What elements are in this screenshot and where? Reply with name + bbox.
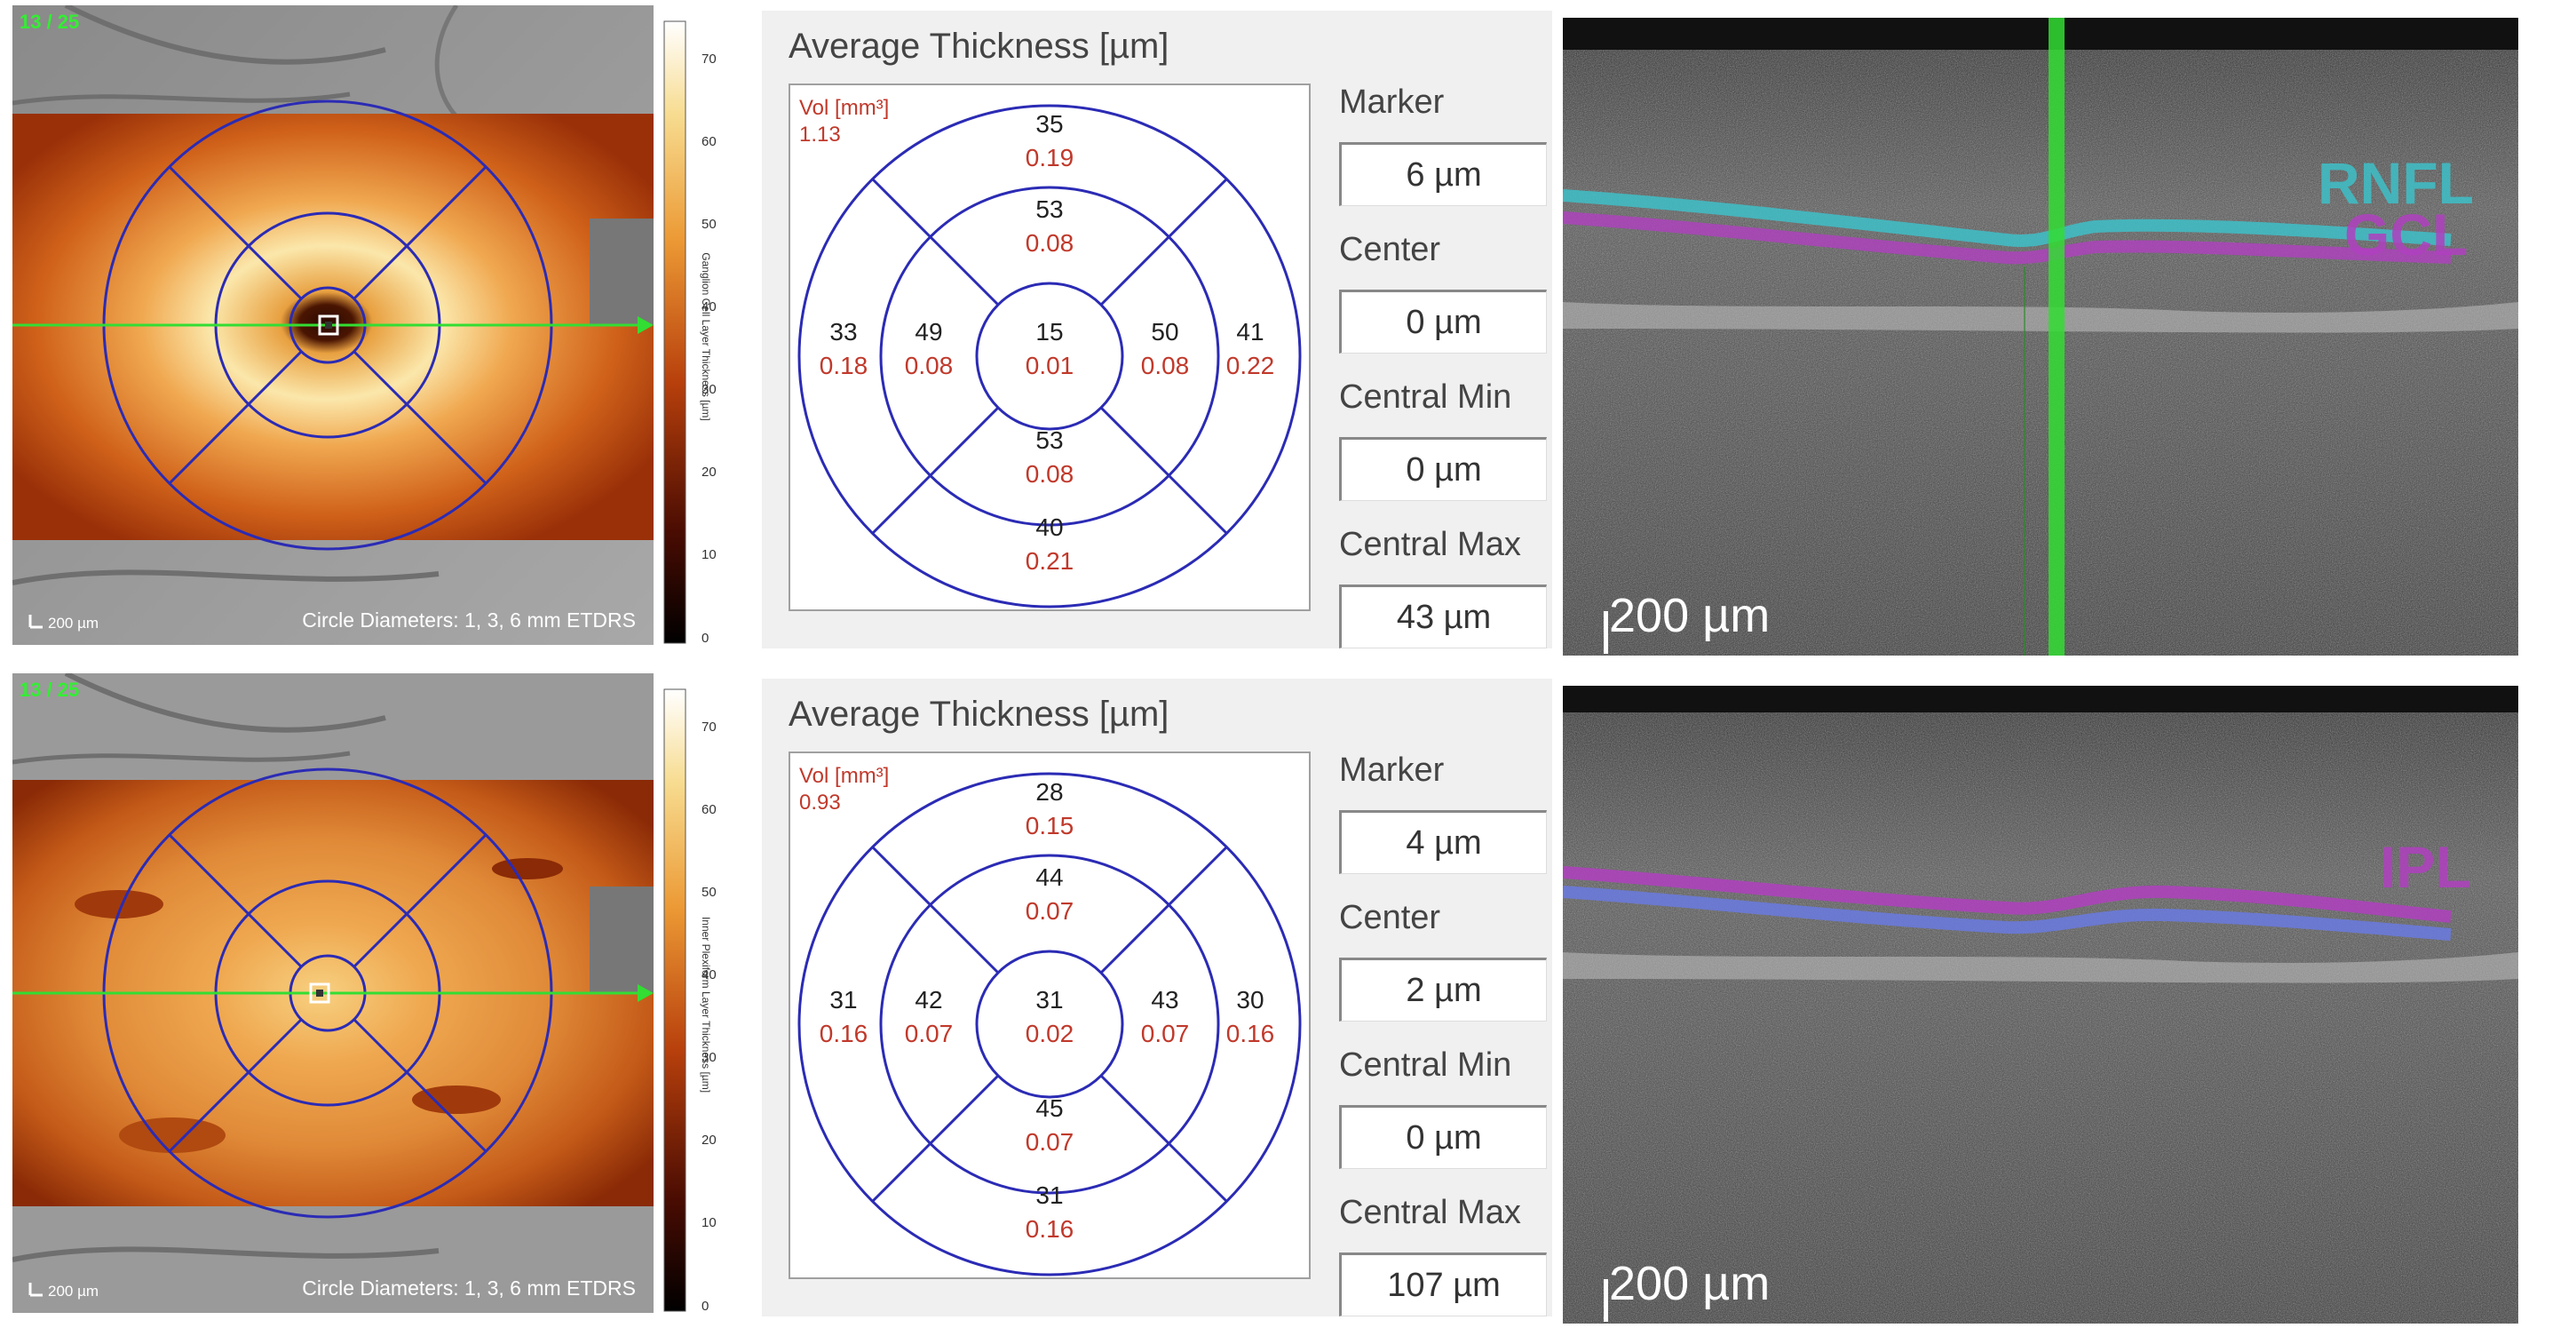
sector-outer-right-thickness: 41 [1236,318,1264,346]
colorbar-tick: 10 [701,1215,717,1230]
sector-outer-left-volume: 0.16 [819,1020,868,1047]
oct-layer-label-gcl: GCL [2344,202,2469,267]
scan-counter: 13 / 25 [20,11,80,33]
central-max-value: 43 µm [1339,584,1547,648]
volume-label: Vol [mm³] [799,96,890,120]
oct-bscan[interactable]: IPL 200 µm [1563,686,2518,1324]
thickness-panel: Average Thickness [µm] Vol [mm³] [762,679,1552,1316]
sector-outer-right-volume: 0.16 [1225,1020,1275,1047]
colorbar-label: Inner Plexiform Layer Thickness [µm] [700,916,712,1093]
central-min-value: 0 µm [1339,437,1547,501]
sector-outer-right-thickness: 30 [1236,986,1264,1014]
total-volume: 0.93 [799,791,841,815]
volume-label: Vol [mm³] [799,764,890,788]
sector-outer-top-volume: 0.15 [1025,812,1074,839]
center-label: Center [1339,899,1441,936]
sector-outer-left-thickness: 31 [829,986,858,1014]
colorbar-tick: 20 [701,465,717,480]
center-label: Center [1339,231,1441,268]
colorbar-tick: 0 [701,631,709,646]
colorbar-tick: 20 [701,1133,717,1148]
colorbar-tick: 70 [701,720,717,735]
oct-layer-label-rnfl: RNFL [2318,150,2474,216]
center-value: 0 µm [1339,290,1547,354]
sector-inner-top-thickness: 44 [1035,863,1064,891]
sector-outer-right-volume: 0.22 [1225,352,1275,379]
circle-diameters-label: Circle Diameters: 1, 3, 6 mm ETDRS [302,1276,636,1300]
central-min-label: Central Min [1339,378,1512,416]
sector-inner-bottom-volume: 0.08 [1025,460,1074,488]
sector-inner-top-thickness: 53 [1035,195,1064,223]
sector-inner-top-volume: 0.08 [1025,229,1074,257]
marker-label: Marker [1339,83,1445,121]
colorbar-tick: 40 [701,299,717,314]
central-min-value: 0 µm [1339,1105,1547,1169]
sector-inner-bottom-volume: 0.07 [1025,1128,1074,1156]
sector-outer-left-thickness: 33 [829,318,858,346]
analysis-row-1: 13 / 25 200 µm Circle Diameters: 1, 3, 6… [0,0,2576,656]
thickness-colorbar: 70 60 50 40 30 20 10 0 Ganglion Cell Lay… [662,18,735,648]
sector-inner-bottom-thickness: 45 [1035,1094,1064,1122]
panel-title: Average Thickness [µm] [789,27,1169,66]
sector-outer-bottom-volume: 0.16 [1025,1215,1074,1243]
oct-scale-label: 200 µm [1609,589,1771,642]
oct-bscan[interactable]: RNFL GCL 200 µm [1563,18,2518,656]
thickness-panel: Average Thickness [µm] Vol [mm³] [762,11,1552,648]
sector-inner-left-volume: 0.08 [904,352,954,379]
colorbar-tick: 0 [701,1299,709,1314]
colorbar-tick: 10 [701,547,717,562]
colorbar-label: Ganglion Cell Layer Thickness [µm] [700,252,712,421]
sector-inner-top-volume: 0.07 [1025,897,1074,925]
central-max-label: Central Max [1339,1194,1521,1231]
center-value: 2 µm [1339,958,1547,1022]
colorbar-tick: 60 [701,802,717,817]
sector-outer-bottom-thickness: 31 [1035,1181,1064,1209]
analysis-row-2: 13 / 25 200 µm Circle Diameters: 1, 3, 6… [0,668,2576,1324]
marker-label: Marker [1339,751,1445,789]
sector-inner-left-thickness: 42 [915,986,943,1014]
total-volume: 1.13 [799,123,841,147]
oct-layer-label-ipl: IPL [2380,834,2471,900]
colorbar-tick: 30 [701,1050,717,1065]
etdrs-grid[interactable]: Vol [mm³] 0.93 28 0.15 44 0.07 31 0.16 4… [789,751,1311,1279]
oct-scale-label: 200 µm [1609,1257,1771,1310]
sector-inner-left-thickness: 49 [915,318,943,346]
scale-label: 200 µm [48,615,99,632]
sector-outer-bottom-volume: 0.21 [1025,547,1074,575]
sector-inner-bottom-thickness: 53 [1035,426,1064,454]
etdrs-grid[interactable]: Vol [mm³] 1.13 35 0.19 53 0.08 33 0.18 4… [789,83,1311,611]
circle-diameters-label: Circle Diameters: 1, 3, 6 mm ETDRS [302,608,636,632]
central-min-label: Central Min [1339,1046,1512,1084]
colorbar-tick: 70 [701,52,717,67]
colorbar-tick: 60 [701,134,717,149]
sector-outer-bottom-thickness: 40 [1035,513,1064,541]
central-max-label: Central Max [1339,526,1521,563]
marker-value: 4 µm [1339,810,1547,874]
sector-inner-right-thickness: 43 [1151,986,1179,1014]
scan-counter: 13 / 25 [20,679,80,701]
panel-title: Average Thickness [µm] [789,695,1169,734]
colorbar-tick: 50 [701,885,717,900]
sector-center-volume: 0.02 [1025,1020,1074,1047]
scale-label: 200 µm [48,1283,99,1300]
thickness-map-fundus[interactable]: 13 / 25 200 µm Circle Diameters: 1, 3, 6… [12,673,654,1313]
colorbar-tick: 30 [701,382,717,397]
sector-outer-top-thickness: 28 [1035,778,1064,806]
sector-center-thickness: 15 [1035,318,1064,346]
sector-inner-right-volume: 0.08 [1140,352,1190,379]
sector-outer-top-volume: 0.19 [1025,144,1074,171]
sector-center-volume: 0.01 [1025,352,1074,379]
colorbar-tick: 40 [701,967,717,982]
sector-center-thickness: 31 [1035,986,1064,1014]
sector-inner-right-volume: 0.07 [1140,1020,1190,1047]
colorbar-tick: 50 [701,217,717,232]
central-max-value: 107 µm [1339,1252,1547,1316]
sector-outer-left-volume: 0.18 [819,352,868,379]
marker-value: 6 µm [1339,142,1547,206]
sector-inner-left-volume: 0.07 [904,1020,954,1047]
thickness-map-fundus[interactable]: 13 / 25 200 µm Circle Diameters: 1, 3, 6… [12,5,654,645]
thickness-colorbar: 70 60 50 40 30 20 10 0 Inner Plexiform L… [662,686,735,1316]
sector-inner-right-thickness: 50 [1151,318,1179,346]
sector-outer-top-thickness: 35 [1035,110,1064,138]
